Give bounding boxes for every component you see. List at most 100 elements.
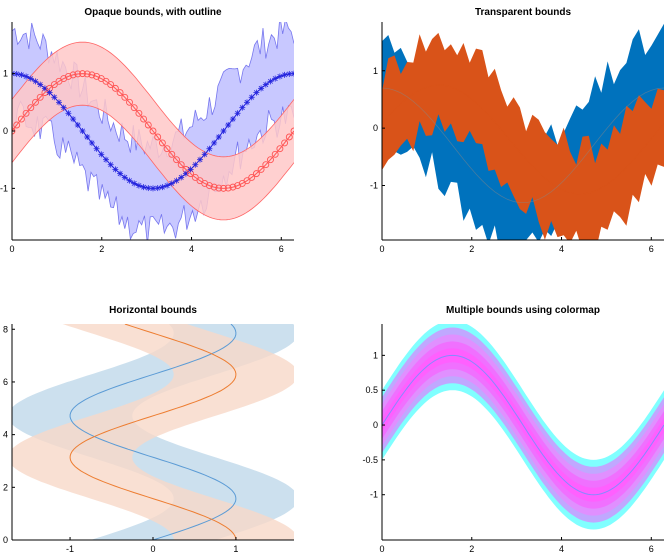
x-tick-label: 0 (9, 244, 14, 254)
y-tick-label: 0 (3, 126, 8, 136)
marker-cos (164, 182, 171, 189)
line-sin (382, 354, 664, 496)
marker-cos (159, 184, 166, 191)
marker-sin (111, 84, 119, 92)
marker-cos (32, 78, 39, 85)
marker-sin (154, 133, 162, 141)
marker-sin (116, 89, 124, 97)
marker-cos (258, 85, 265, 92)
marker-sin (64, 72, 72, 80)
chart-title: Horizontal bounds (109, 305, 197, 316)
chart-1: Opaque bounds, with outline 0 2 4 6 -1 0 1 (0, 7, 294, 254)
chart-title: Multiple bounds using colormap (446, 305, 600, 316)
marker-sin (210, 183, 218, 191)
marker-cos (18, 71, 25, 78)
y-tick-label: -1 (0, 183, 8, 193)
marker-cos (220, 128, 227, 134)
y-tick-label: 1 (3, 69, 8, 79)
marker-sin (224, 184, 232, 192)
marker-sin (271, 150, 279, 158)
marker-cos (182, 170, 189, 177)
marker-cos (168, 180, 175, 187)
marker-cos (201, 151, 208, 158)
y-tick-label: 4 (3, 430, 8, 440)
marker-cos (88, 139, 95, 146)
marker-sin (32, 98, 39, 106)
marker-cos (234, 110, 241, 117)
marker-cos (173, 177, 180, 184)
x-tick-label: 4 (559, 544, 564, 554)
x-tick-label: 0 (150, 544, 155, 554)
marker-sin (220, 184, 227, 192)
marker-sin (257, 165, 265, 173)
marker-sin (130, 104, 138, 112)
marker-cos (140, 184, 147, 191)
line-cos (69, 324, 237, 540)
marker-cos (135, 182, 142, 189)
marker-sin (102, 77, 110, 85)
marker-cos (262, 81, 269, 88)
marker-cos (23, 73, 30, 80)
y-tick-label: 0.5 (365, 385, 378, 395)
y-tick-label: -1 (370, 490, 378, 500)
y-tick-label: 8 (3, 324, 8, 334)
marker-sin (79, 70, 86, 78)
x-tick-label: 4 (559, 244, 564, 254)
marker-cos (60, 104, 67, 111)
line-2 (382, 84, 664, 195)
chart-3: Horizontal bounds -1 0 1 0 2 4 6 8 (3, 305, 294, 554)
band-cos-lower (12, 100, 294, 240)
chart-title: Transparent bounds (475, 7, 572, 18)
y-tick-label: 2 (3, 482, 8, 492)
y-tick-label: -1 (370, 181, 378, 191)
band-2 (382, 32, 664, 240)
marker-cos (272, 75, 279, 82)
marker-cos (178, 174, 185, 181)
marker-cos (51, 94, 58, 101)
x-tick-label: 6 (649, 244, 654, 254)
y-tick-label: 0 (3, 535, 8, 545)
marker-sin (107, 81, 115, 89)
marker-cos (65, 110, 72, 117)
x-tick-label: 4 (189, 244, 194, 254)
marker-cos (112, 166, 119, 173)
marker-cos (192, 161, 199, 168)
marker-cos (70, 116, 77, 123)
marker-sin (135, 109, 143, 117)
marker-sin (267, 156, 274, 164)
marker-sin (83, 70, 91, 78)
marker-cos (215, 133, 222, 140)
line-sin (12, 73, 294, 189)
marker-sin (17, 115, 25, 123)
y-tick-label: 6 (3, 377, 8, 387)
marker-sin (74, 70, 82, 78)
marker-cos (37, 81, 44, 88)
chart-title: Opaque bounds, with outline (84, 7, 222, 18)
marker-cos (79, 128, 86, 134)
band-sin (12, 324, 294, 540)
marker-sin (205, 182, 213, 190)
marker-sin (163, 145, 171, 153)
marker-sin (121, 93, 129, 101)
marker-sin (88, 71, 96, 79)
marker-cos (27, 75, 34, 82)
marker-cos (276, 73, 283, 80)
marker-sin (173, 156, 180, 164)
marker-cos (248, 94, 255, 101)
marker-cos (84, 133, 91, 140)
marker-cos (74, 122, 81, 129)
marker-cos (98, 151, 105, 158)
marker-cos (154, 185, 161, 192)
x-tick-label: 6 (649, 544, 654, 554)
x-tick-label: 2 (469, 544, 474, 554)
marker-sin (36, 93, 44, 101)
x-tick-label: 2 (99, 244, 104, 254)
marker-sin (285, 133, 293, 141)
marker-sin (229, 183, 237, 191)
marker-sin (168, 150, 176, 158)
marker-sin (276, 145, 284, 153)
marker-cos (225, 122, 232, 129)
marker-sin (191, 173, 199, 181)
band-sin-upper (12, 41, 294, 158)
